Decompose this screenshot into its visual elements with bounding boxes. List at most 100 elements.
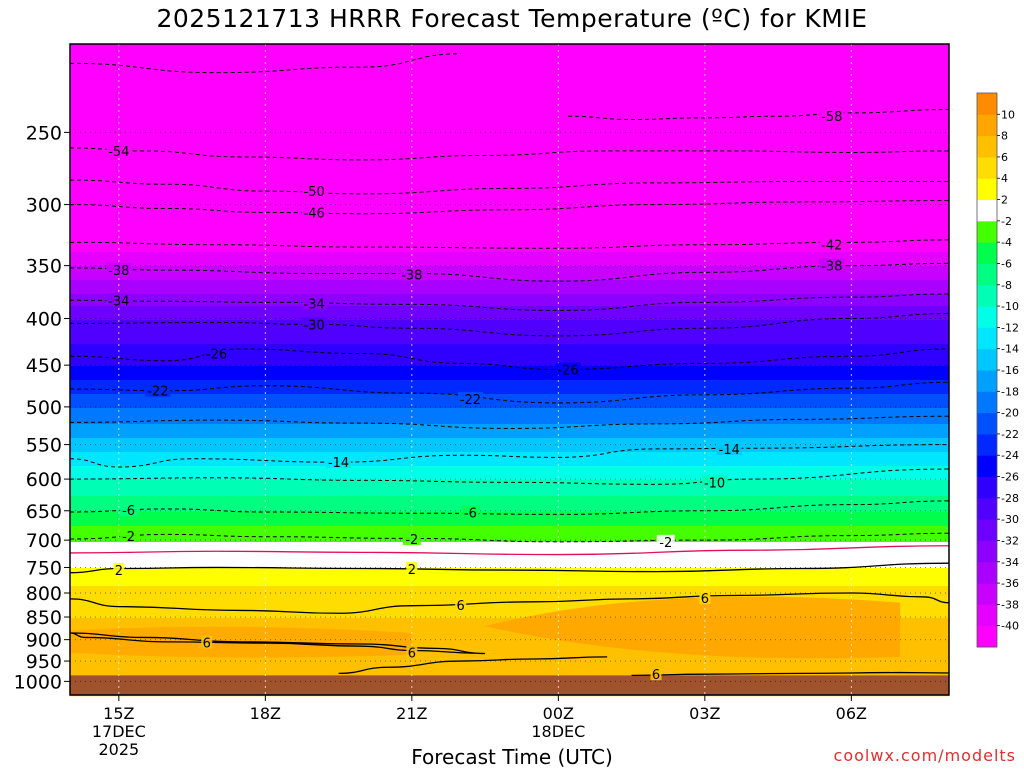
colorbar-label: -32 bbox=[1001, 534, 1019, 547]
temperature-band bbox=[70, 666, 949, 669]
contour-label-bg bbox=[656, 534, 675, 548]
contour-label: -6 bbox=[122, 504, 135, 519]
temperature-band bbox=[70, 278, 949, 281]
temperature-band bbox=[70, 430, 949, 433]
temperature-band bbox=[70, 308, 949, 311]
contour-label: 6 bbox=[203, 637, 211, 652]
colorbar-swatch bbox=[977, 284, 997, 307]
temperature-band bbox=[70, 340, 949, 343]
colorbar-label: -26 bbox=[1001, 471, 1019, 484]
x-axis-label: Forecast Time (UTC) bbox=[411, 745, 613, 769]
colorbar-swatch bbox=[977, 327, 997, 350]
temperature-band bbox=[70, 156, 949, 159]
colorbar-label: -28 bbox=[1001, 492, 1019, 505]
colorbar-swatch bbox=[977, 412, 997, 435]
colorbar-swatch bbox=[977, 370, 997, 392]
temperature-band bbox=[70, 394, 949, 397]
y-tick-label: 600 bbox=[26, 469, 62, 491]
temperature-contour bbox=[69, 592, 950, 614]
y-tick-label: 850 bbox=[26, 607, 62, 629]
temperature-band bbox=[70, 412, 949, 415]
warm-pocket bbox=[485, 596, 901, 659]
temperature-band bbox=[70, 80, 949, 83]
temperature-band bbox=[70, 126, 949, 129]
temperature-band bbox=[70, 170, 949, 173]
temperature-contour bbox=[69, 532, 950, 543]
temperature-band bbox=[70, 372, 949, 375]
temperature-band bbox=[70, 176, 949, 179]
colorbar-swatch bbox=[977, 583, 997, 605]
temperature-band bbox=[70, 614, 949, 617]
temperature-band bbox=[70, 290, 949, 293]
temperature-band bbox=[70, 324, 949, 327]
temperature-band bbox=[70, 674, 949, 677]
colorbar-label: -24 bbox=[1001, 449, 1019, 462]
temperature-band bbox=[70, 224, 949, 227]
temperature-band bbox=[70, 298, 949, 301]
temperature-band bbox=[70, 642, 949, 645]
temperature-contour bbox=[69, 562, 950, 574]
temperature-band bbox=[70, 618, 949, 621]
temperature-band bbox=[70, 550, 949, 553]
colorbar-label: -6 bbox=[1001, 257, 1012, 270]
colorbar-swatch bbox=[977, 306, 997, 328]
temperature-band bbox=[70, 240, 949, 243]
y-tick-label: 550 bbox=[26, 435, 62, 457]
temperature-band bbox=[70, 62, 949, 65]
x-tick-label: 17DEC bbox=[92, 722, 146, 741]
temperature-band bbox=[70, 546, 949, 549]
temperature-band bbox=[70, 436, 949, 439]
temperature-band bbox=[70, 520, 949, 523]
temperature-band bbox=[70, 88, 949, 91]
temperature-band bbox=[70, 400, 949, 403]
temperature-band bbox=[70, 136, 949, 139]
temperature-band bbox=[70, 242, 949, 245]
credit-link[interactable]: coolwx.com/modelts bbox=[833, 746, 1016, 765]
contour-label-bg bbox=[455, 598, 467, 612]
temperature-band bbox=[70, 250, 949, 253]
temperature-band bbox=[70, 312, 949, 315]
temperature-band bbox=[70, 580, 949, 583]
temperature-band bbox=[70, 366, 949, 369]
temperature-band bbox=[70, 512, 949, 515]
temperature-band bbox=[70, 232, 949, 235]
temperature-band bbox=[70, 352, 949, 355]
colorbar-swatch bbox=[977, 625, 997, 648]
temperature-band bbox=[70, 320, 949, 323]
temperature-band bbox=[70, 110, 949, 113]
temperature-band bbox=[70, 648, 949, 651]
contour-label-bg bbox=[819, 109, 845, 123]
temperature-contour bbox=[69, 262, 950, 282]
contour-label: 6 bbox=[701, 592, 709, 607]
x-tick-label: 03Z bbox=[689, 704, 720, 723]
temperature-band bbox=[70, 218, 949, 221]
contour-label: -38 bbox=[401, 269, 422, 284]
contour-label-bg bbox=[204, 346, 229, 360]
temperature-band bbox=[70, 554, 949, 557]
temperature-band bbox=[70, 432, 949, 435]
temperature-band bbox=[70, 424, 949, 427]
temperature-band bbox=[70, 142, 949, 145]
temperature-band bbox=[70, 452, 949, 455]
temperature-band bbox=[70, 262, 949, 265]
temperature-band bbox=[70, 668, 949, 671]
colorbar-label: -20 bbox=[1001, 407, 1019, 420]
x-tick-label: 18Z bbox=[250, 704, 281, 723]
temperature-band bbox=[70, 582, 949, 585]
temperature-band bbox=[70, 76, 949, 79]
temperature-contour bbox=[69, 632, 486, 655]
contour-label: -10 bbox=[704, 476, 725, 491]
colorbar-label: -30 bbox=[1001, 513, 1019, 526]
temperature-band bbox=[70, 404, 949, 407]
temperature-band bbox=[70, 496, 949, 499]
temperature-band bbox=[70, 418, 949, 421]
temperature-band bbox=[70, 488, 949, 491]
temperature-band bbox=[70, 294, 949, 297]
temperature-band bbox=[70, 304, 949, 307]
temperature-band bbox=[70, 578, 949, 581]
temperature-band bbox=[70, 48, 949, 51]
temperature-band bbox=[70, 306, 949, 309]
y-tick-label: 950 bbox=[26, 651, 62, 673]
x-tick-label: 06Z bbox=[836, 704, 867, 723]
